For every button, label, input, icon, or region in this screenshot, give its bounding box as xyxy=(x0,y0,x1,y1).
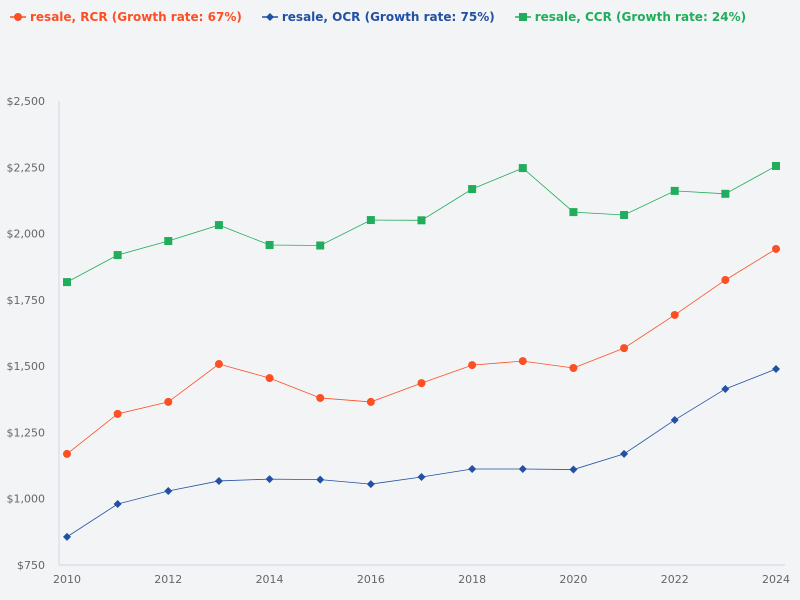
series-line xyxy=(66,368,777,538)
data-point xyxy=(265,374,274,383)
data-point xyxy=(721,189,730,198)
data-point xyxy=(468,361,477,370)
data-point xyxy=(670,310,679,319)
data-point xyxy=(366,480,375,489)
series-square xyxy=(63,161,780,287)
y-tick-label: $2,500 xyxy=(7,95,46,108)
data-point xyxy=(214,476,223,485)
data-point xyxy=(366,397,375,406)
diamond-marker-icon xyxy=(261,13,278,21)
legend-label: resale, OCR (Growth rate: 75%) xyxy=(281,10,495,24)
data-point xyxy=(164,397,173,406)
data-point xyxy=(569,465,578,474)
data-point xyxy=(63,278,71,287)
data-point xyxy=(417,379,426,388)
data-point xyxy=(772,161,780,170)
data-point xyxy=(569,363,578,372)
data-point xyxy=(63,532,71,541)
y-tick-label: $2,000 xyxy=(7,228,46,241)
data-point xyxy=(721,275,730,284)
legend: resale, RCR (Growth rate: 67%) resale, OC… xyxy=(10,10,746,24)
legend-item[interactable]: resale, RCR (Growth rate: 67%) xyxy=(10,10,242,24)
data-point xyxy=(721,384,730,393)
legend-item[interactable]: resale, CCR (Growth rate: 24%) xyxy=(514,10,747,24)
data-point xyxy=(265,475,274,484)
legend-marker xyxy=(265,13,274,21)
legend-marker xyxy=(14,13,22,21)
data-point xyxy=(772,365,780,374)
x-tick-label: 2010 xyxy=(53,573,81,586)
y-tick-label: $2,250 xyxy=(7,161,46,174)
legend-label: resale, RCR (Growth rate: 67%) xyxy=(30,10,242,24)
series-circle xyxy=(63,244,780,458)
data-point xyxy=(772,244,780,253)
data-point xyxy=(113,500,122,509)
data-point xyxy=(214,360,223,369)
data-point xyxy=(620,211,629,220)
legend-marker xyxy=(518,13,527,21)
x-tick-label: 2012 xyxy=(154,573,182,586)
data-point xyxy=(518,357,527,366)
circle-marker-icon xyxy=(10,13,26,21)
data-point xyxy=(164,487,173,496)
x-tick-label: 2024 xyxy=(762,573,790,586)
y-tick-label: $1,250 xyxy=(7,426,46,439)
data-point xyxy=(417,472,426,481)
y-tick-label: $750 xyxy=(17,559,45,572)
x-tick-label: 2018 xyxy=(458,573,486,586)
legend-label: resale, CCR (Growth rate: 24%) xyxy=(534,10,747,24)
y-tick-label: $1,500 xyxy=(7,360,46,373)
x-tick-label: 2022 xyxy=(661,573,689,586)
legend-item[interactable]: resale, OCR (Growth rate: 75%) xyxy=(261,10,495,24)
data-point xyxy=(670,186,679,195)
data-point xyxy=(620,344,629,353)
y-tick-label: $1,000 xyxy=(7,493,46,506)
data-point xyxy=(670,415,679,424)
data-point xyxy=(164,236,173,245)
data-point xyxy=(620,449,629,458)
data-point xyxy=(265,240,274,249)
x-tick-label: 2016 xyxy=(357,573,385,586)
data-point xyxy=(214,221,223,230)
y-tick-label: $1,750 xyxy=(7,294,46,307)
x-tick-label: 2020 xyxy=(559,573,587,586)
data-point xyxy=(468,465,477,474)
data-point xyxy=(569,208,578,217)
data-point xyxy=(417,216,426,225)
data-point xyxy=(468,185,477,194)
square-marker-icon xyxy=(514,13,531,21)
x-tick-label: 2014 xyxy=(256,573,284,586)
data-point xyxy=(366,216,375,225)
data-point xyxy=(518,465,527,474)
data-point xyxy=(63,449,71,458)
series-diamond xyxy=(63,365,780,541)
data-point xyxy=(316,475,325,484)
data-point xyxy=(316,393,325,402)
data-point xyxy=(113,409,122,418)
data-point xyxy=(316,241,325,250)
data-point xyxy=(113,251,122,260)
data-point xyxy=(518,164,527,173)
